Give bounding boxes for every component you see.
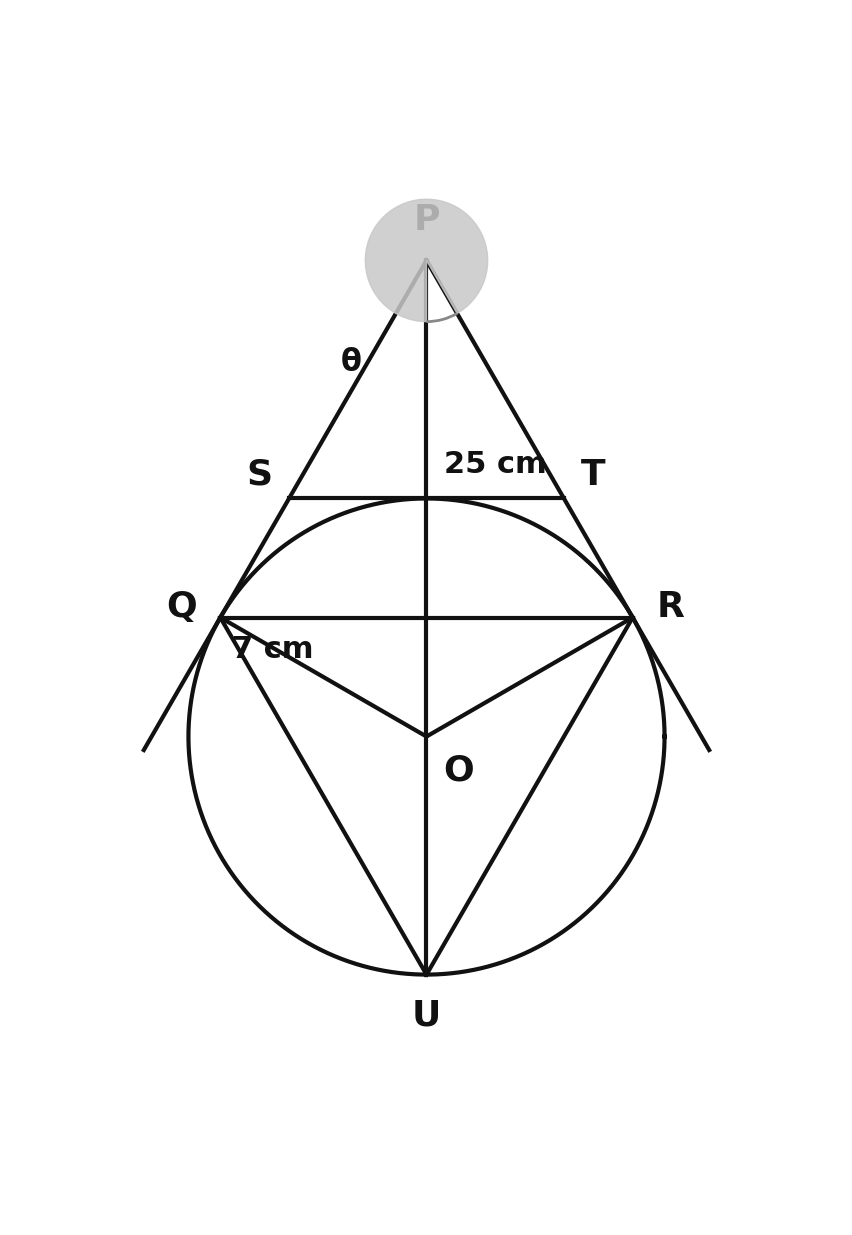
Text: P: P — [412, 203, 440, 237]
Text: R: R — [656, 590, 683, 625]
Text: θ: θ — [341, 348, 362, 377]
Polygon shape — [365, 199, 487, 321]
Text: T: T — [580, 458, 605, 492]
Text: 25 cm: 25 cm — [443, 450, 545, 479]
Text: 7 cm: 7 cm — [232, 635, 313, 664]
Text: U: U — [412, 998, 440, 1032]
Text: S: S — [245, 458, 272, 492]
Text: Q: Q — [165, 590, 196, 625]
Text: O: O — [443, 753, 474, 788]
